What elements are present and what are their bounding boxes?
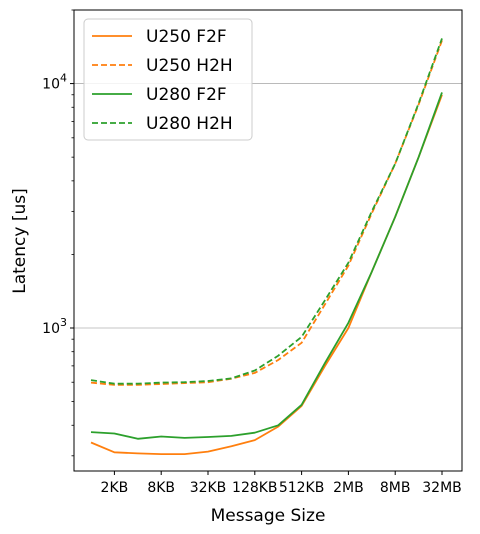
x-axis-ticks: 2KB 8KB 32KB 128KB 512KB 2MB 8MB 32MB (101, 471, 462, 496)
series-line-u250-h2h (90, 40, 443, 386)
x-tick-label: 8KB (147, 480, 175, 496)
legend-label: U280 F2F (146, 85, 227, 105)
y-tick-label: 104 (42, 72, 67, 93)
y-axis-ticks: 103 104 (42, 9, 74, 457)
series-line-u280-f2f (90, 92, 443, 440)
x-tick-label: 2KB (101, 480, 129, 496)
x-tick-label: 8MB (380, 480, 411, 496)
x-axis-label: Message Size (211, 506, 326, 526)
legend-label: U250 H2H (146, 56, 233, 76)
legend-label: U280 H2H (146, 114, 233, 134)
legend: U250 F2F U250 H2H U280 F2F U280 H2H (83, 18, 253, 141)
x-tick-label: 512KB (279, 480, 325, 496)
legend-label: U250 F2F (146, 27, 227, 47)
x-tick-label: 128KB (232, 480, 278, 496)
series-line-u250-f2f (90, 94, 443, 456)
x-tick-label: 2MB (333, 480, 364, 496)
legend-box (83, 18, 253, 141)
x-tick-label: 32KB (190, 480, 227, 496)
y-axis-label: Latency [us] (10, 188, 30, 294)
series-line-u280-h2h (90, 38, 443, 385)
y-tick-label: 103 (42, 316, 67, 337)
plot-frame (73, 9, 463, 472)
x-tick-label: 32MB (422, 480, 462, 496)
series-layer (90, 38, 443, 456)
